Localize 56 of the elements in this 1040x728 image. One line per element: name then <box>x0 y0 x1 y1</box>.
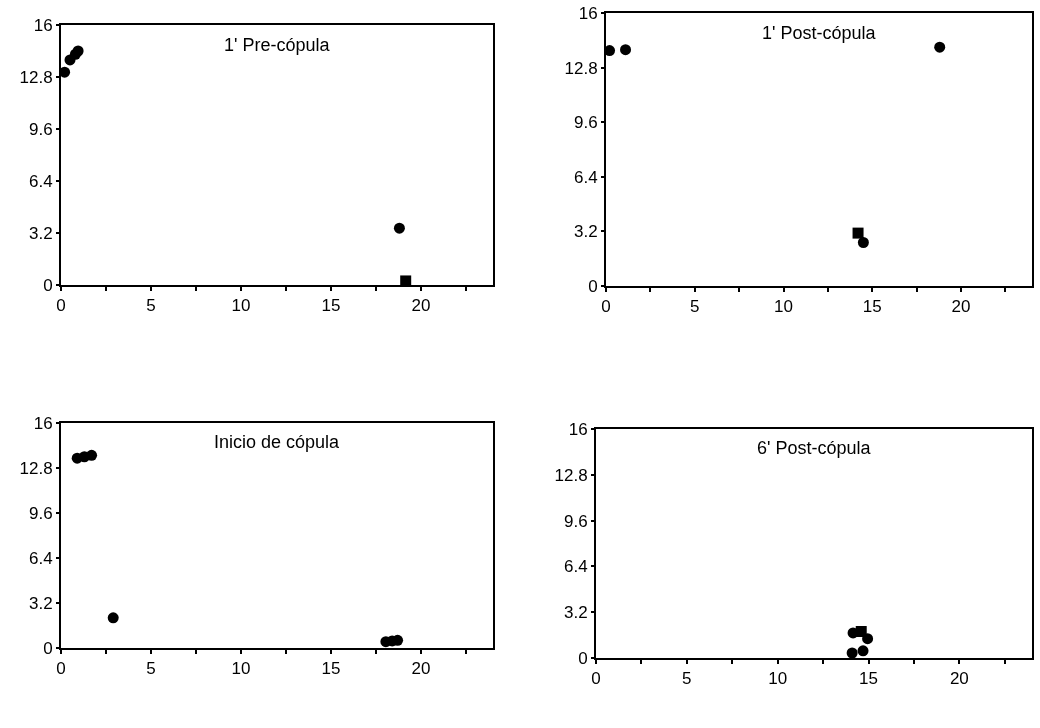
point <box>934 41 946 53</box>
x-tick-label: 15 <box>859 669 878 689</box>
y-tick-label: 3.2 <box>573 222 598 242</box>
y-tick-label: 16 <box>33 15 53 35</box>
x-tick-label: 15 <box>862 297 882 317</box>
y-tick-label: 12.8 <box>564 58 598 78</box>
point <box>846 647 858 659</box>
x-tick-label: 10 <box>768 669 788 689</box>
x-tick-label: 20 <box>411 659 431 679</box>
point <box>620 44 632 56</box>
point <box>857 236 869 248</box>
y-tick-label: 9.6 <box>28 503 53 523</box>
x-tick-label: 20 <box>411 296 431 316</box>
x-tick-label: 10 <box>774 297 793 317</box>
text: 6' Post-cópula <box>757 438 872 458</box>
y-tick-label: 16 <box>568 419 588 439</box>
x-tick-label: 5 <box>682 669 692 689</box>
x-tick-label: 15 <box>321 659 341 679</box>
x-tick-label: 0 <box>601 297 611 317</box>
point <box>857 645 869 657</box>
y-tick-label: 9.6 <box>573 113 598 133</box>
y-tick-label: 12.8 <box>19 67 53 87</box>
x-tick-label: 10 <box>231 296 251 316</box>
y-tick-label: 0 <box>43 638 53 658</box>
text: Inicio de cópula <box>214 432 341 452</box>
y-tick-label: 3.2 <box>563 603 588 623</box>
x-tick-label: 5 <box>146 296 156 316</box>
y-tick-label: 9.6 <box>563 511 588 531</box>
x-tick-label: 20 <box>951 297 971 317</box>
y-tick-label: 12.8 <box>554 465 588 485</box>
x-tick-label: 5 <box>690 297 700 317</box>
x-tick-label: 0 <box>56 296 66 316</box>
x-tick-label: 20 <box>949 669 969 689</box>
y-tick-label: 6.4 <box>28 548 53 568</box>
point <box>86 449 98 461</box>
text: 1' Post-cópula <box>762 23 877 43</box>
y-tick-label: 3.2 <box>28 223 53 243</box>
x-tick-label: 5 <box>146 659 156 679</box>
y-tick-label: 6.4 <box>563 557 588 577</box>
point <box>107 612 119 624</box>
x-tick-label: 15 <box>321 296 341 316</box>
text: 1' Pre-cópula <box>224 35 331 55</box>
y-tick-label: 0 <box>588 276 598 296</box>
point <box>852 227 864 239</box>
y-tick-label: 9.6 <box>28 119 53 139</box>
y-tick-label: 0 <box>43 275 53 295</box>
x-tick-label: 0 <box>56 659 66 679</box>
y-tick-label: 6.4 <box>573 167 598 187</box>
point <box>393 222 405 234</box>
y-tick-label: 3.2 <box>28 593 53 613</box>
y-tick-label: 6.4 <box>28 171 53 191</box>
x-tick-label: 10 <box>231 659 251 679</box>
y-tick-label: 12.8 <box>19 458 53 478</box>
point <box>855 626 867 638</box>
y-tick-label: 16 <box>33 413 53 433</box>
y-tick-label: 16 <box>578 3 598 23</box>
